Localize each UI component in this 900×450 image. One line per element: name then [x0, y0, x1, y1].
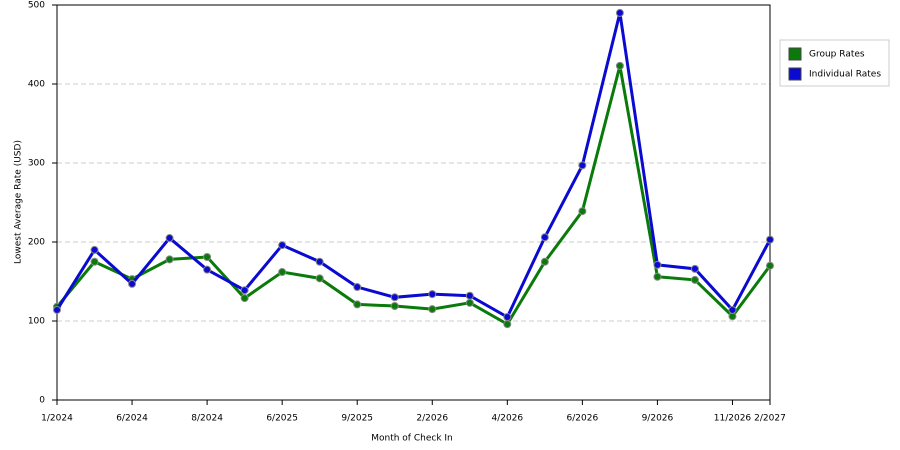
- data-point: [315, 274, 324, 283]
- legend-label: Group Rates: [809, 50, 865, 60]
- data-point: [578, 161, 587, 170]
- data-point: [690, 275, 699, 284]
- data-point: [766, 235, 774, 244]
- data-point: [90, 245, 99, 254]
- data-point: [278, 268, 287, 277]
- data-point: [540, 257, 549, 266]
- x-tick-label: 8/2024: [191, 414, 223, 424]
- y-tick-label: 300: [28, 159, 45, 169]
- data-point: [390, 301, 399, 310]
- data-point: [465, 298, 474, 307]
- data-point: [390, 293, 399, 302]
- data-point: [578, 207, 587, 216]
- y-axis-label: Lowest Average Rate (USD): [14, 140, 24, 264]
- legend-swatch: [788, 47, 802, 61]
- data-point: [615, 61, 624, 70]
- series-line: [55, 65, 772, 327]
- data-point: [315, 257, 324, 266]
- data-point: [653, 260, 662, 269]
- x-tick-label: 6/2025: [266, 414, 298, 424]
- data-point: [165, 234, 174, 243]
- legend-swatch: [788, 67, 802, 81]
- data-point: [53, 305, 61, 314]
- x-axis-label: Month of Check In: [371, 434, 453, 444]
- y-tick-label: 100: [28, 317, 45, 327]
- data-point: [353, 300, 362, 309]
- x-tick-label: 9/2026: [642, 414, 674, 424]
- data-point: [503, 320, 512, 329]
- data-point: [90, 257, 99, 266]
- x-tick-label: 11/2026: [714, 414, 752, 424]
- data-point: [690, 264, 699, 273]
- legend-label: Individual Rates: [809, 70, 881, 80]
- data-point: [428, 290, 437, 299]
- data-point: [240, 294, 249, 303]
- data-point: [353, 283, 362, 292]
- x-tick-label: 6/2024: [116, 414, 148, 424]
- plot-frame: [56, 4, 771, 401]
- data-point: [766, 261, 774, 270]
- data-point: [128, 279, 137, 288]
- data-point: [428, 305, 437, 314]
- x-tick-label: 6/2026: [567, 414, 599, 424]
- data-point: [615, 8, 624, 17]
- data-point: [165, 255, 174, 264]
- data-point: [203, 265, 212, 274]
- x-tick-label: 4/2026: [491, 414, 523, 424]
- x-tick-label: 9/2025: [341, 414, 373, 424]
- x-tick-label: 1/2024: [41, 414, 73, 424]
- series-line: [55, 12, 772, 320]
- y-tick-label: 400: [28, 80, 45, 90]
- data-point: [540, 233, 549, 242]
- data-point: [465, 291, 474, 300]
- data-point: [278, 241, 287, 250]
- x-tick-label: 2/2026: [416, 414, 448, 424]
- x-tick-label: 2/2027: [754, 414, 786, 424]
- y-tick-label: 200: [28, 238, 45, 248]
- y-tick-label: 0: [39, 396, 45, 406]
- data-point: [203, 253, 212, 262]
- data-point: [653, 272, 662, 281]
- data-point: [240, 286, 249, 295]
- data-point: [728, 305, 737, 314]
- y-tick-label: 500: [28, 1, 45, 11]
- data-point: [503, 313, 512, 322]
